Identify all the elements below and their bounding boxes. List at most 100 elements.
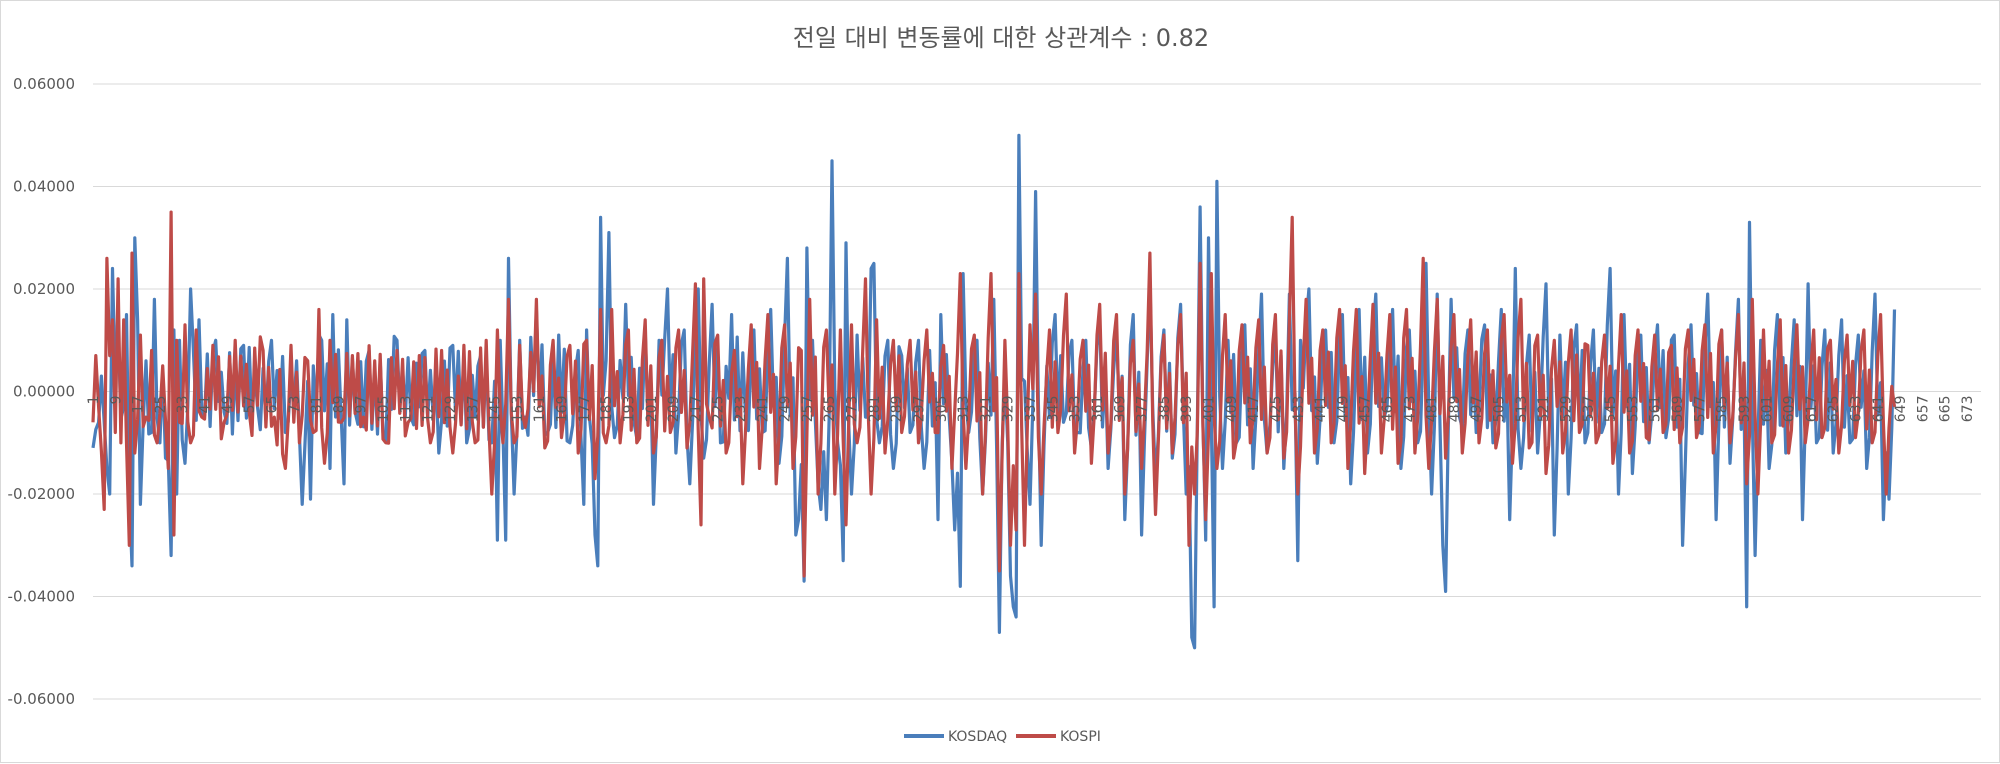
x-tick-label: 305 — [934, 396, 950, 423]
x-tick-label: 41 — [198, 396, 214, 414]
x-tick-label: 65 — [264, 396, 280, 414]
x-tick-label: 313 — [956, 396, 972, 423]
x-tick-label: 473 — [1402, 396, 1418, 423]
x-tick-label: 1 — [86, 396, 102, 405]
x-tick-label: 417 — [1246, 396, 1262, 423]
x-tick-label: 321 — [978, 396, 994, 423]
x-tick-label: 257 — [800, 396, 816, 423]
y-tick-label: 0.06000 — [13, 75, 75, 93]
x-tick-label: 89 — [331, 396, 347, 414]
x-tick-label: 265 — [822, 396, 838, 423]
x-tick-label: 529 — [1558, 396, 1574, 423]
x-tick-label: 641 — [1871, 396, 1887, 423]
y-tick-label: 0.00000 — [13, 383, 75, 401]
series-line-kosdaq — [91, 133, 1897, 650]
x-axis-tick-labels: 1 9 17 25 33 41 49 57 65 73 81 89 97 105 113 121 129 137 1… — [86, 396, 1976, 423]
y-tick-label: -0.02000 — [8, 485, 75, 503]
x-tick-label: 329 — [1001, 396, 1017, 423]
x-tick-label: 657 — [1915, 396, 1931, 423]
x-tick-label: 665 — [1938, 396, 1954, 423]
x-tick-label: 369 — [1112, 396, 1128, 423]
x-tick-label: 241 — [755, 396, 771, 423]
x-tick-label: 617 — [1804, 396, 1820, 423]
legend-label-kospi: KOSPI — [1060, 729, 1101, 745]
x-tick-label: 449 — [1335, 396, 1351, 423]
x-tick-label: 393 — [1179, 396, 1195, 423]
x-tick-label: 249 — [778, 396, 794, 423]
x-tick-label: 625 — [1826, 396, 1842, 423]
x-tick-label: 225 — [711, 396, 727, 423]
x-tick-label: 569 — [1670, 396, 1686, 423]
x-tick-label: 513 — [1514, 396, 1530, 423]
x-tick-label: 465 — [1380, 396, 1396, 423]
x-tick-label: 577 — [1692, 396, 1708, 423]
x-tick-label: 297 — [911, 396, 927, 423]
x-tick-label: 481 — [1425, 396, 1441, 423]
y-axis-tick-labels: 0.06000 0.04000 0.02000 0.00000 -0.02000 -0.0… — [8, 75, 75, 708]
x-tick-label: 129 — [443, 396, 459, 423]
x-tick-label: 9 — [108, 396, 124, 405]
x-tick-label: 537 — [1581, 396, 1597, 423]
x-tick-label: 585 — [1715, 396, 1731, 423]
x-tick-label: 425 — [1268, 396, 1284, 423]
x-tick-label: 377 — [1135, 396, 1151, 423]
x-tick-label: 233 — [733, 396, 749, 423]
x-tick-label: 497 — [1469, 396, 1485, 423]
x-tick-label: 545 — [1603, 396, 1619, 423]
x-tick-label: 81 — [309, 396, 325, 414]
y-tick-label: -0.04000 — [8, 588, 75, 606]
x-tick-label: 17 — [131, 396, 147, 414]
x-tick-label: 113 — [398, 396, 414, 423]
x-tick-label: 73 — [287, 396, 303, 414]
x-tick-label: 633 — [1849, 396, 1865, 423]
x-tick-label: 105 — [376, 396, 392, 423]
x-tick-label: 209 — [666, 396, 682, 423]
legend-label-kosdaq: KOSDAQ — [948, 729, 1007, 745]
x-tick-label: 361 — [1090, 396, 1106, 423]
series-line-kospi — [91, 210, 1897, 578]
x-tick-label: 385 — [1157, 396, 1173, 423]
x-tick-label: 649 — [1893, 396, 1909, 423]
x-tick-label: 345 — [1045, 396, 1061, 423]
x-tick-label: 121 — [421, 396, 437, 423]
x-tick-label: 161 — [532, 396, 548, 423]
x-tick-label: 337 — [1023, 396, 1039, 423]
y-tick-label: -0.06000 — [8, 690, 75, 708]
x-tick-label: 553 — [1625, 396, 1641, 423]
x-tick-label: 521 — [1536, 396, 1552, 423]
x-tick-label: 153 — [510, 396, 526, 423]
chart-title: 전일 대비 변동률에 대한 상관계수 : 0.82 — [793, 24, 1209, 52]
x-tick-label: 593 — [1737, 396, 1753, 423]
x-tick-label: 57 — [242, 396, 258, 414]
x-tick-label: 609 — [1782, 396, 1798, 423]
x-tick-label: 137 — [465, 396, 481, 423]
x-tick-label: 601 — [1759, 396, 1775, 423]
x-tick-label: 281 — [867, 396, 883, 423]
x-tick-label: 401 — [1202, 396, 1218, 423]
x-tick-label: 273 — [845, 396, 861, 423]
x-tick-label: 505 — [1492, 396, 1508, 423]
x-tick-label: 441 — [1313, 396, 1329, 423]
x-tick-label: 145 — [488, 396, 504, 423]
x-tick-label: 97 — [354, 396, 370, 414]
series-lines — [91, 133, 1897, 650]
x-tick-label: 217 — [688, 396, 704, 423]
x-tick-label: 25 — [153, 396, 169, 414]
x-tick-label: 33 — [175, 396, 191, 414]
x-tick-label: 561 — [1648, 396, 1664, 423]
x-tick-label: 673 — [1960, 396, 1976, 423]
y-tick-label: 0.02000 — [13, 280, 75, 298]
x-tick-label: 489 — [1447, 396, 1463, 423]
x-tick-label: 289 — [889, 396, 905, 423]
x-tick-label: 193 — [621, 396, 637, 423]
x-tick-label: 353 — [1068, 396, 1084, 423]
x-tick-label: 433 — [1291, 396, 1307, 423]
x-tick-label: 457 — [1358, 396, 1374, 423]
legend: KOSDAQ KOSPI — [904, 729, 1101, 745]
x-tick-label: 177 — [577, 396, 593, 423]
x-tick-label: 409 — [1224, 396, 1240, 423]
x-tick-label: 201 — [644, 396, 660, 423]
y-tick-label: 0.04000 — [13, 178, 75, 196]
